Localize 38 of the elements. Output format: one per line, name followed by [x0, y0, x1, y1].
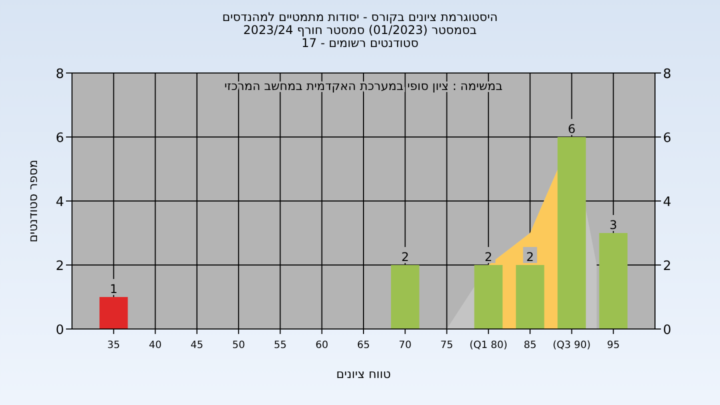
y2-tick-label: 4 [663, 195, 672, 210]
bar [474, 265, 503, 329]
x-tick-label: 60 [315, 340, 328, 351]
y2-tick-label: 0 [663, 323, 672, 338]
x-tick-label: 65 [357, 340, 370, 351]
y-axis-title: מספר סטודנטים [26, 160, 40, 242]
chart-subtitle: בסמסטר (01/2023) סמסטר חורף 2023/24 סטודנטים רשומים - 17 [243, 23, 477, 50]
x-tick-label: 75 [440, 340, 454, 351]
x-tick-label: 55 [274, 340, 287, 351]
y2-tick-label: 6 [663, 131, 672, 146]
bar [99, 297, 128, 329]
y2-tick-label: 8 [663, 67, 672, 82]
x-tick-label: 45 [190, 340, 204, 351]
x-tick-label: 50 [232, 340, 245, 351]
y-tick-label: 6 [56, 131, 64, 146]
x-axis-title: טווח ציונים [336, 367, 391, 381]
y-tick-label: 2 [56, 259, 64, 274]
x-tick-label: (Q1 80) [469, 340, 508, 351]
bar [390, 265, 420, 329]
data-label: 6 [568, 122, 576, 136]
data-label: 3 [610, 218, 618, 232]
bar [599, 233, 628, 329]
y-tick-label: 4 [56, 195, 64, 210]
x-tick-label: 40 [148, 340, 162, 351]
y2-tick-label: 2 [663, 259, 672, 274]
x-tick-label: 95 [606, 340, 620, 351]
x-tick-label: (Q3 90) [552, 340, 591, 351]
y-tick-label: 8 [56, 67, 64, 82]
bar [516, 265, 544, 329]
x-tick-label: 35 [107, 340, 120, 351]
x-tick-label: 70 [398, 340, 412, 351]
chart-title: היסטוגרמת ציונים בקורס - יסודות מתמטיים למהנדסים [222, 10, 498, 24]
x-tick-label: 85 [524, 340, 536, 351]
data-label: 2 [401, 250, 409, 264]
data-label: 2 [484, 250, 492, 264]
data-label: 2 [526, 250, 534, 264]
y-tick-label: 0 [56, 323, 64, 338]
data-label: 1 [110, 282, 118, 296]
